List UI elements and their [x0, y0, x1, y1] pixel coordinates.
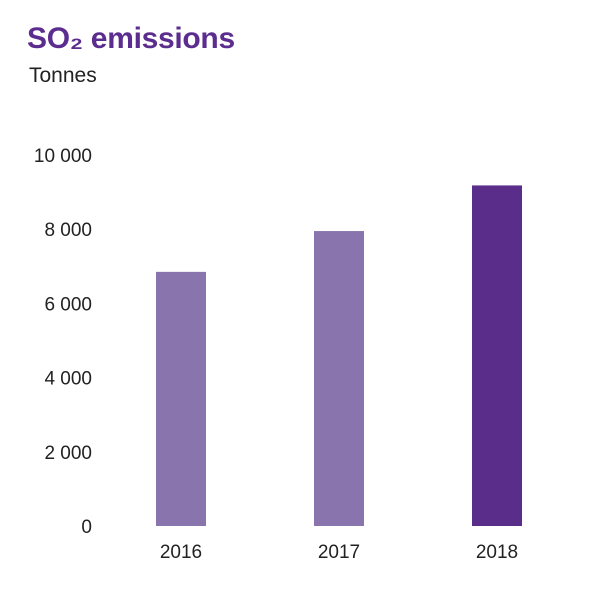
- bar-2017: [314, 231, 364, 526]
- chart-title: SO₂ emissions: [27, 22, 235, 55]
- bar-2016: [156, 271, 206, 526]
- y-tick-label: 10 000: [34, 146, 92, 167]
- y-axis: 0 2 000 4 000 6 000 8 000 10 000: [34, 146, 92, 538]
- y-tick-label: 6 000: [44, 294, 92, 315]
- y-tick-label: 4 000: [44, 369, 92, 390]
- x-tick-label: 2016: [160, 542, 202, 563]
- x-axis: 2016 2017 2018: [160, 542, 518, 563]
- y-tick-label: 8 000: [44, 220, 92, 241]
- bars: [156, 185, 522, 526]
- x-tick-label: 2017: [318, 542, 360, 563]
- y-tick-label: 2 000: [44, 443, 92, 464]
- y-tick-label: 0: [81, 517, 92, 538]
- x-tick-label: 2018: [476, 542, 518, 563]
- bar-2018: [472, 185, 522, 526]
- chart-subtitle: Tonnes: [29, 64, 97, 87]
